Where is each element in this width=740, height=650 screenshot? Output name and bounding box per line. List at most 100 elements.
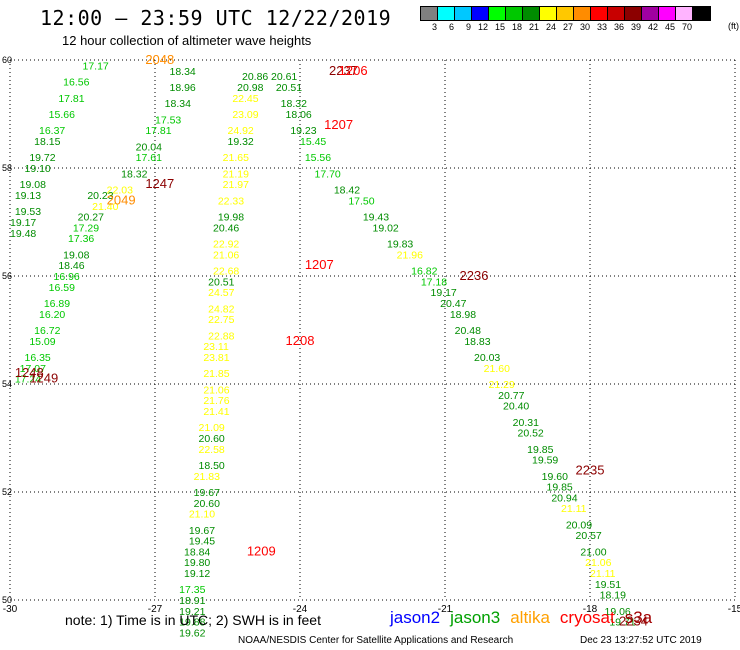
wave-height-point: 19.71 [609,617,635,629]
mission-label: altika [510,608,550,627]
wave-height-point: 17.17 [83,60,109,72]
y-tick-label: 54 [2,379,12,389]
wave-height-point: 17.81 [145,125,171,137]
wave-height-point: 18.32 [121,168,147,180]
wave-height-point: 20.60 [194,498,220,510]
wave-height-point: 18.83 [464,336,490,348]
wave-height-point: 18.46 [58,260,84,272]
wave-height-point: 15.56 [305,152,331,164]
wave-height-point: 23.11 [203,341,229,353]
wave-height-point: 18.19 [600,590,626,602]
wave-height-point: 17.50 [348,195,374,207]
wave-height-point: 20.46 [213,222,239,234]
pass-time-label: 2049 [107,192,136,207]
wave-height-point: 15.66 [49,109,75,121]
wave-height-point: 20.31 [513,417,539,429]
wave-height-point: 22.75 [208,314,234,326]
generation-timestamp: Dec 23 13:27:52 UTC 2019 [580,635,702,646]
legend-swatch [506,7,523,20]
legend-bin-label: 45 [664,22,675,32]
wave-height-point: 20.86 [242,71,268,83]
pass-time-label: 2048 [145,52,174,67]
pass-time-label: 1207 [305,257,334,272]
wave-height-point: 19.08 [63,249,89,261]
wave-height-point: 19.32 [228,136,254,148]
wave-height-point: 16.20 [39,309,65,321]
wave-height-point: 24.92 [228,125,254,137]
wave-height-point: 21.96 [397,249,423,261]
wave-height-point: 15.45 [300,136,326,148]
wave-height-point: 16.82 [411,266,437,278]
wave-height-point: 19.67 [189,525,215,537]
wave-height-point: 20.98 [237,82,263,94]
wave-height-point: 19.43 [363,212,389,224]
wave-height-point: 19.98 [218,212,244,224]
wave-height-point: 18.34 [165,98,191,110]
wave-height-point: 20.77 [498,390,524,402]
legend-bin-label: 24 [545,22,556,32]
wave-height-point: 21.06 [203,384,229,396]
legend-swatch [659,7,676,20]
y-tick-label: 52 [2,487,12,497]
legend-bin-label: 12 [477,22,488,32]
wave-height-point: 21.06 [213,249,239,261]
legend-swatch [489,7,506,20]
wave-height-point: 20.27 [78,212,104,224]
wave-height-point: 17.53 [155,114,181,126]
legend-bin-label: 36 [613,22,624,32]
wave-height-point: 21.00 [580,546,606,558]
wave-height-point: 22.58 [199,444,225,456]
wave-height-point: 20.47 [440,298,466,310]
wave-height-point: 21.83 [194,471,220,483]
pass-time-label: 1209 [247,543,276,558]
wave-height-point: 19.45 [189,536,215,548]
wave-height-point: 19.85 [547,482,573,494]
legend-swatch [693,7,710,20]
wave-height-point: 16.72 [34,325,60,337]
wave-height-point: 16.89 [44,298,70,310]
legend-bin-label: 9 [465,22,471,32]
pass-time-label: 1249 [29,371,58,386]
wave-height-point: 21.11 [561,503,587,515]
x-tick-label: -24 [293,604,308,615]
wave-height-point: 21.06 [585,557,611,569]
wave-height-point: 19.85 [527,444,553,456]
wave-height-point: 21.65 [223,152,249,164]
wave-height-point: 20.94 [551,492,577,504]
wave-height-point: 21.60 [484,363,510,375]
pass-time-label: 1248 [15,365,44,380]
wave-height-point: 19.51 [595,579,621,591]
y-tick-label: 50 [2,595,12,605]
legend-unit: (ft) [728,21,739,31]
legend-swatch [625,7,642,20]
legend-swatches [420,6,711,21]
wave-height-point: 17.70 [315,168,341,180]
mission-legend: jason2 jason3 altika cryosat s3a [390,608,662,628]
legend-swatch [421,7,438,20]
wave-height-point: 21.85 [203,368,229,380]
wave-height-point: 22.33 [218,195,244,207]
y-tick-label: 58 [2,163,12,173]
legend-bin-label: 30 [579,22,590,32]
wave-height-point: 19.13 [15,190,41,202]
legend-swatch [438,7,455,20]
wave-height-point: 20.03 [474,352,500,364]
pass-time-label: 1206 [339,63,368,78]
wave-height-point: 17.36 [68,233,94,245]
wave-height-point: 18.06 [286,109,312,121]
wave-height-point: 16.35 [25,352,51,364]
pass-time-label: 2237 [329,63,358,78]
wave-height-point: 22.03 [107,185,133,197]
wave-height-point: 17.18 [421,276,447,288]
wave-height-point: 21.10 [189,509,215,521]
wave-height-point: 15.09 [29,336,55,348]
mission-label: jason3 [450,608,501,627]
wave-height-point: 18.15 [34,136,60,148]
credit-line: NOAA/NESDIS Center for Satellite Applica… [238,635,514,646]
legend-bin-label: 27 [562,22,573,32]
legend-swatch [540,7,557,20]
legend-swatch [642,7,659,20]
wave-height-point: 20.60 [199,433,225,445]
wave-height-point: 20.51 [208,276,234,288]
